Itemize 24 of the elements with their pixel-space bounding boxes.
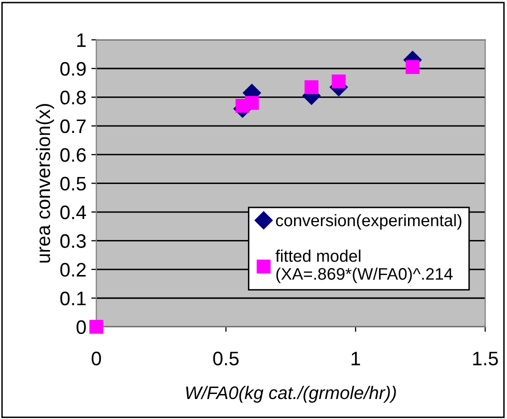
point <box>304 80 318 94</box>
y-tick-label: 0.1 <box>60 292 86 306</box>
x-tick-label: 1 <box>352 352 360 366</box>
x-tick-label: 0.5 <box>213 352 239 366</box>
y-tick-label: 0.3 <box>60 234 86 248</box>
y-tick-label: 0.4 <box>60 205 86 220</box>
y-tick-label: 0.9 <box>60 62 86 76</box>
y-tick-label: 0.7 <box>60 119 86 134</box>
point <box>406 60 420 74</box>
y-axis-title: urea conversion(x) <box>36 104 54 263</box>
y-tick-label: 0.2 <box>60 262 86 277</box>
y-tick-label: 1 <box>77 33 86 47</box>
x-tick-label: 0 <box>92 352 101 366</box>
y-tick-label: 0 <box>76 320 86 334</box>
legend-label: fitted model (XA=.869*(W/FA0)^.214 <box>276 250 453 284</box>
x-tick-label: 1.5 <box>473 352 498 366</box>
y-tick-label: 0.5 <box>60 176 86 191</box>
y-tick-label: 0.6 <box>60 148 86 162</box>
y-tick-label: 0.8 <box>60 90 86 104</box>
point <box>89 320 104 334</box>
point <box>244 96 259 110</box>
legend-label: conversion(experimental) <box>276 214 462 230</box>
point <box>332 74 346 88</box>
x-axis-title: W/FA0(kg cat./(grmole/hr)) <box>186 386 396 403</box>
